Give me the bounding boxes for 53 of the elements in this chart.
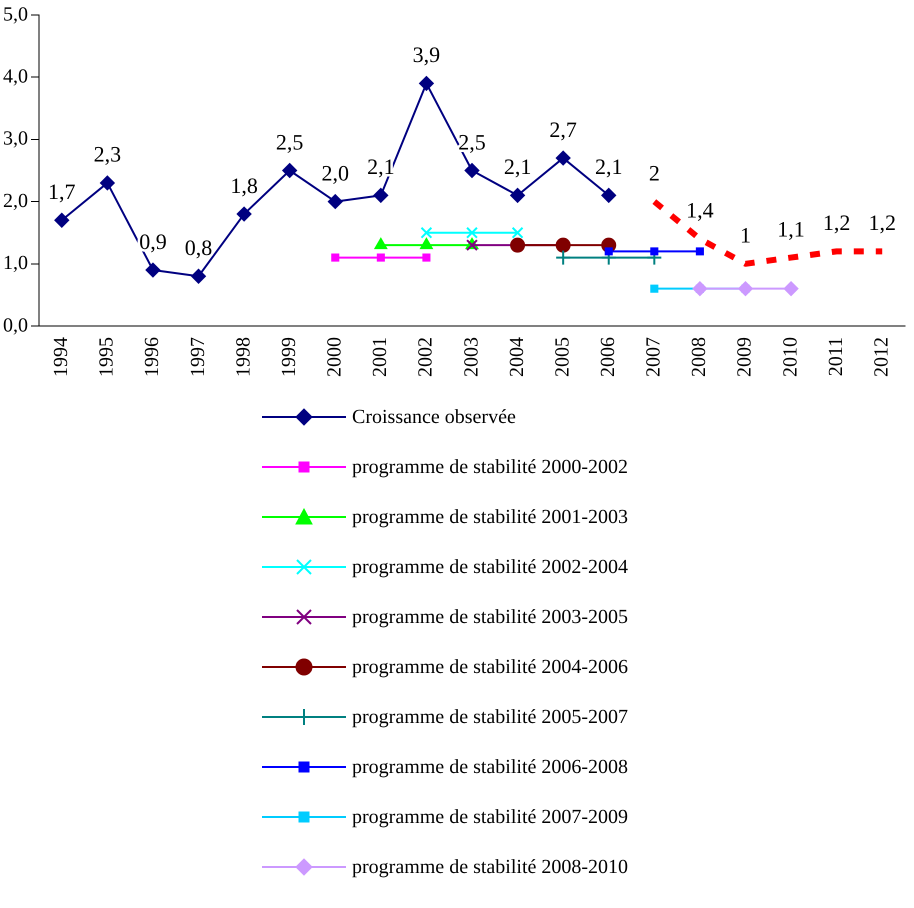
legend-label: programme de stabilité 2008-2010 — [352, 856, 628, 878]
legend-label: programme de stabilité 2004-2006 — [352, 656, 628, 678]
x-tick-label: 2011 — [824, 337, 847, 376]
data-label: 2,7 — [549, 116, 577, 142]
legend-label: programme de stabilité 2005-2007 — [352, 706, 628, 728]
x-tick-label: 2004 — [506, 337, 528, 377]
data-label: 1,7 — [48, 179, 76, 204]
data-label: 3,9 — [412, 42, 440, 68]
data-label: 1,2 — [822, 210, 850, 236]
x-tick-label: 2006 — [596, 337, 619, 377]
legend-label: programme de stabilité 2007-2009 — [352, 806, 628, 828]
data-label: 1,2 — [868, 210, 896, 236]
x-tick-label: 1996 — [141, 337, 164, 377]
data-label: 1,4 — [686, 198, 714, 223]
x-tick-label: 2001 — [369, 337, 392, 377]
x-tick-label: 2002 — [414, 337, 437, 377]
data-label: 0,8 — [184, 235, 212, 260]
x-tick-label: 1999 — [278, 337, 300, 377]
legend-label: programme de stabilité 2006-2008 — [352, 756, 628, 778]
y-tick-label: 4,0 — [3, 65, 28, 88]
y-tick-label: 3,0 — [3, 128, 28, 150]
x-tick-label: 2007 — [642, 337, 665, 377]
x-tick-label: 1995 — [96, 337, 118, 377]
x-tick-label: 2000 — [324, 337, 346, 377]
x-tick-label: 2012 — [870, 337, 892, 377]
x-tick-label: 2008 — [688, 337, 710, 377]
x-tick-label: 1997 — [186, 337, 209, 377]
x-tick-label: 2009 — [734, 337, 756, 377]
data-label: 2,5 — [276, 129, 304, 154]
legend-label: Croissance observée — [352, 406, 516, 428]
data-label: 0,9 — [139, 228, 167, 254]
x-tick-label: 2010 — [779, 337, 802, 377]
legend-label: programme de stabilité 2003-2005 — [352, 606, 628, 628]
data-label: 2,1 — [594, 154, 622, 180]
data-label: 2,0 — [322, 160, 350, 186]
legend-label: programme de stabilité 2002-2004 — [352, 556, 628, 578]
x-tick-label: 2003 — [460, 337, 482, 377]
data-label: 2,3 — [94, 142, 122, 167]
legend-label: programme de stabilité 2000-2002 — [352, 456, 628, 478]
data-label: 2 — [648, 160, 660, 186]
x-tick-label: 1998 — [232, 337, 254, 377]
x-tick-label: 2005 — [551, 337, 574, 377]
y-tick-label: 1,0 — [3, 252, 28, 274]
y-tick-label: 5,0 — [3, 3, 28, 26]
data-label: 1,8 — [230, 172, 258, 198]
data-label: 1 — [740, 222, 751, 248]
data-label: 2,1 — [504, 154, 532, 180]
y-tick-label: 0,0 — [3, 314, 28, 336]
legend-label: programme de stabilité 2001-2003 — [352, 506, 628, 528]
data-label: 2,5 — [458, 129, 486, 154]
data-label: 1,1 — [777, 216, 805, 242]
x-tick-label: 1994 — [50, 337, 72, 377]
y-tick-label: 2,0 — [3, 190, 28, 212]
